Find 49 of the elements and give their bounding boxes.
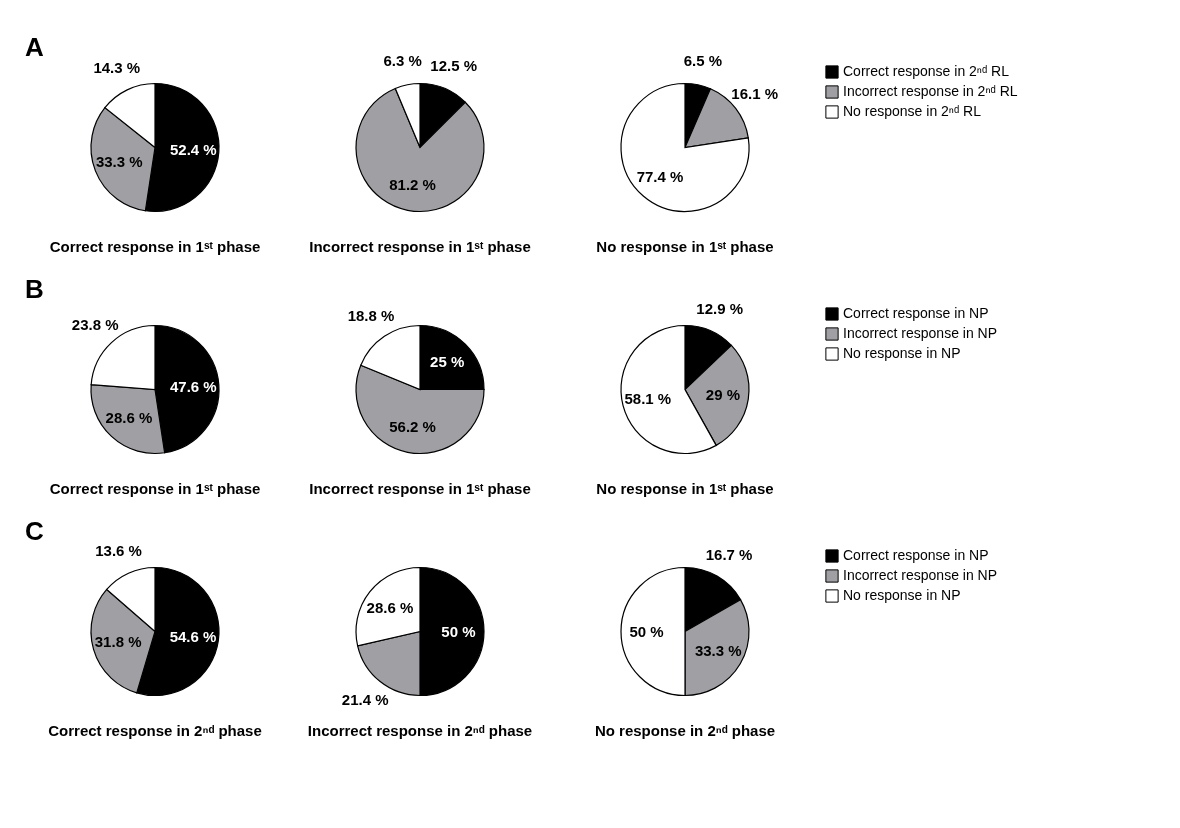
data-label: 28.6 % [366, 598, 414, 616]
data-label: 50 % [629, 622, 664, 640]
legend-label: Incorrect response in NP [843, 325, 998, 341]
data-label: 18.8 % [347, 307, 395, 325]
data-label: 28.6 % [105, 408, 153, 426]
text: C [25, 516, 44, 546]
text: Incorrect response in 1ˢᵗ phase [309, 480, 531, 497]
legend-label: Incorrect response in 2ⁿᵈ RL [843, 83, 1018, 99]
legend-label: Correct response in 2ⁿᵈ RL [843, 63, 1010, 79]
data-label: 50 % [441, 622, 476, 640]
data-label: 77.4 % [636, 167, 684, 185]
text: B [25, 274, 44, 304]
data-label: 56.2 % [389, 418, 436, 436]
data-label: 12.9 % [696, 299, 744, 317]
data-label: 25 % [430, 353, 465, 371]
data-label: 33.3 % [95, 152, 143, 170]
text: Correct response in 1ˢᵗ phase [49, 238, 261, 255]
legend-label: Correct response in NP [843, 547, 989, 563]
data-label: 16.1 % [731, 84, 779, 102]
text: Correct response in 1ˢᵗ phase [49, 480, 261, 497]
legend-label: No response in 2ⁿᵈ RL [843, 103, 982, 119]
pie-slice [355, 87, 485, 212]
data-label: 29 % [705, 386, 741, 404]
data-label: 54.6 % [169, 628, 217, 646]
data-label: 12.5 % [430, 57, 478, 75]
data-label: 31.8 % [94, 633, 142, 651]
data-label: 13.6 % [95, 542, 142, 560]
text: No response in 1ˢᵗ phase [596, 480, 774, 497]
text: No response in 2ⁿᵈ phase [594, 722, 776, 739]
legend-label: No response in NP [843, 587, 961, 603]
data-label: 14.3 % [93, 59, 141, 77]
data-label: 47.6 % [169, 377, 217, 395]
data-label: 6.5 % [683, 52, 723, 70]
legend-label: No response in NP [843, 345, 961, 361]
text: Correct response in 2ⁿᵈ phase [48, 722, 262, 739]
legend-label: Correct response in NP [843, 305, 989, 321]
text: Incorrect response in 1ˢᵗ phase [309, 238, 531, 255]
data-label: 81.2 % [389, 176, 436, 194]
text: No response in 1ˢᵗ phase [596, 238, 774, 255]
data-label: 23.8 % [71, 315, 119, 333]
data-label: 16.7 % [705, 546, 753, 564]
data-label: 58.1 % [624, 390, 672, 408]
data-label: 52.4 % [169, 141, 217, 159]
text: Incorrect response in 2ⁿᵈ phase [307, 722, 533, 739]
data-label: 6.3 % [383, 52, 422, 70]
legend-label: Incorrect response in NP [843, 567, 998, 583]
text: A [25, 32, 44, 62]
data-label: 33.3 % [694, 641, 742, 659]
data-label: 21.4 % [341, 691, 389, 709]
